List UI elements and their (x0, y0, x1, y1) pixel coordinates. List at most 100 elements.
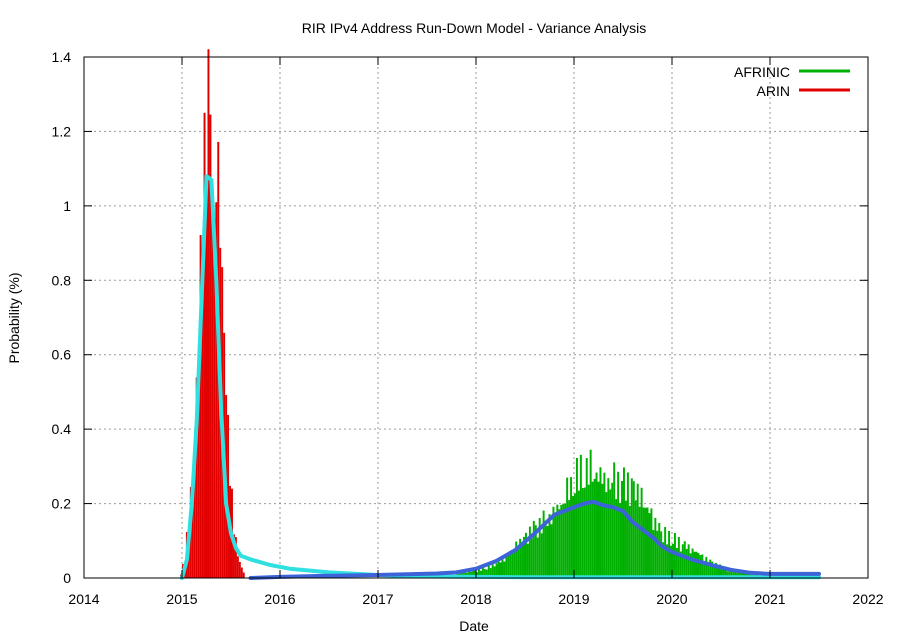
legend: AFRINIC ARIN (734, 64, 850, 99)
bar-afrinic (530, 538, 533, 578)
bar-afrinic (734, 571, 737, 578)
bar-afrinic (495, 563, 498, 578)
bar-afrinic (650, 508, 653, 578)
bar-afrinic (668, 530, 671, 578)
bar-afrinic (722, 570, 725, 578)
bar-afrinic (740, 572, 743, 578)
bar-afrinic (591, 481, 594, 578)
bar-afrinic (554, 514, 557, 578)
bar-arin (227, 414, 230, 578)
bar-afrinic (634, 500, 637, 578)
bar-afrinic (623, 467, 625, 578)
y-tick-label: 0.4 (52, 421, 72, 437)
x-tick-label: 2016 (264, 591, 295, 607)
x-tick-label: 2015 (166, 591, 197, 607)
bar-afrinic (525, 532, 527, 578)
bar-afrinic (642, 507, 645, 578)
bar-afrinic (538, 517, 541, 578)
bar-arin (238, 561, 241, 578)
bar-afrinic (540, 533, 543, 578)
ticks: 0 0.2 0.4 0.6 0.8 1 1.2 1.4 2014 2015 2016 2017 2018… (52, 49, 884, 607)
bar-afrinic (677, 536, 680, 578)
bar-afrinic (542, 510, 545, 578)
bar-arin (191, 475, 194, 578)
bar-afrinic (570, 477, 573, 578)
bar-afrinic (732, 571, 735, 578)
bar-afrinic (654, 517, 657, 578)
bar-afrinic (587, 484, 590, 578)
bar-afrinic (544, 520, 547, 578)
bar-afrinic (568, 500, 571, 578)
bar-afrinic (497, 559, 500, 578)
bar-afrinic (613, 462, 616, 578)
bar-afrinic (711, 561, 714, 578)
bar-afrinic (640, 487, 643, 578)
bar-afrinic (719, 564, 721, 578)
bar-afrinic (546, 526, 549, 578)
bar-afrinic (685, 548, 688, 578)
bar-afrinic (481, 566, 484, 578)
bar-afrinic (644, 507, 647, 578)
legend-label-afrinic: AFRINIC (734, 64, 790, 80)
bar-afrinic (585, 458, 588, 578)
bar-afrinic (726, 571, 729, 578)
bar-afrinic (607, 478, 610, 578)
bar-afrinic (566, 477, 569, 578)
bar-afrinic (687, 544, 690, 578)
bar-afrinic (689, 553, 692, 578)
line-arin-smoothed (180, 174, 821, 580)
bar-afrinic (505, 553, 508, 578)
bar-afrinic (583, 487, 586, 578)
bar-arin (209, 114, 212, 579)
bar-afrinic (662, 542, 665, 578)
bar-afrinic (736, 572, 739, 578)
bar-afrinic (701, 554, 704, 578)
x-tick-label: 2017 (362, 591, 393, 607)
bar-afrinic (724, 567, 727, 578)
bar-afrinic (648, 513, 651, 578)
bar-arin (242, 572, 245, 578)
bar-afrinic (581, 488, 584, 578)
bar-arin (234, 537, 237, 578)
bar-afrinic (503, 561, 506, 578)
bar-afrinic (558, 509, 561, 578)
bar-afrinic (628, 505, 631, 578)
bar-afrinic (624, 500, 627, 578)
bar-afrinic (664, 527, 667, 578)
bar-afrinic (468, 571, 471, 578)
bar-afrinic (487, 564, 490, 578)
bar-afrinic (489, 568, 492, 578)
y-tick-label: 1.2 (52, 123, 72, 139)
bar-afrinic (595, 472, 598, 578)
bar-afrinic (728, 569, 731, 578)
bar-afrinic (579, 454, 582, 578)
bar-arin (201, 295, 204, 578)
bar-arin (199, 235, 202, 578)
bar-afrinic (609, 489, 612, 578)
bar-arin (236, 556, 239, 578)
bar-afrinic (658, 523, 661, 578)
bar-afrinic (552, 506, 555, 578)
bar-afrinic (660, 531, 663, 578)
chart-title: RIR IPv4 Address Run-Down Model - Varian… (302, 20, 646, 36)
bar-afrinic (605, 492, 608, 578)
bar-afrinic (562, 503, 565, 578)
x-tick-label: 2020 (656, 591, 687, 607)
bar-afrinic (632, 481, 635, 578)
bar-afrinic (564, 503, 567, 578)
bar-afrinic (675, 548, 678, 578)
bar-afrinic (499, 562, 502, 578)
bar-afrinic (709, 559, 712, 578)
x-tick-label: 2022 (852, 591, 883, 607)
legend-label-arin: ARIN (757, 83, 790, 99)
bar-afrinic (507, 553, 510, 578)
bar-afrinic (511, 550, 514, 578)
x-tick-label: 2021 (754, 591, 785, 607)
bar-arin (213, 219, 216, 579)
y-tick-label: 0.2 (52, 496, 72, 512)
bar-arin (211, 205, 214, 578)
bar-afrinic (621, 480, 623, 578)
bar-afrinic (638, 506, 641, 578)
bar-afrinic (742, 572, 745, 578)
